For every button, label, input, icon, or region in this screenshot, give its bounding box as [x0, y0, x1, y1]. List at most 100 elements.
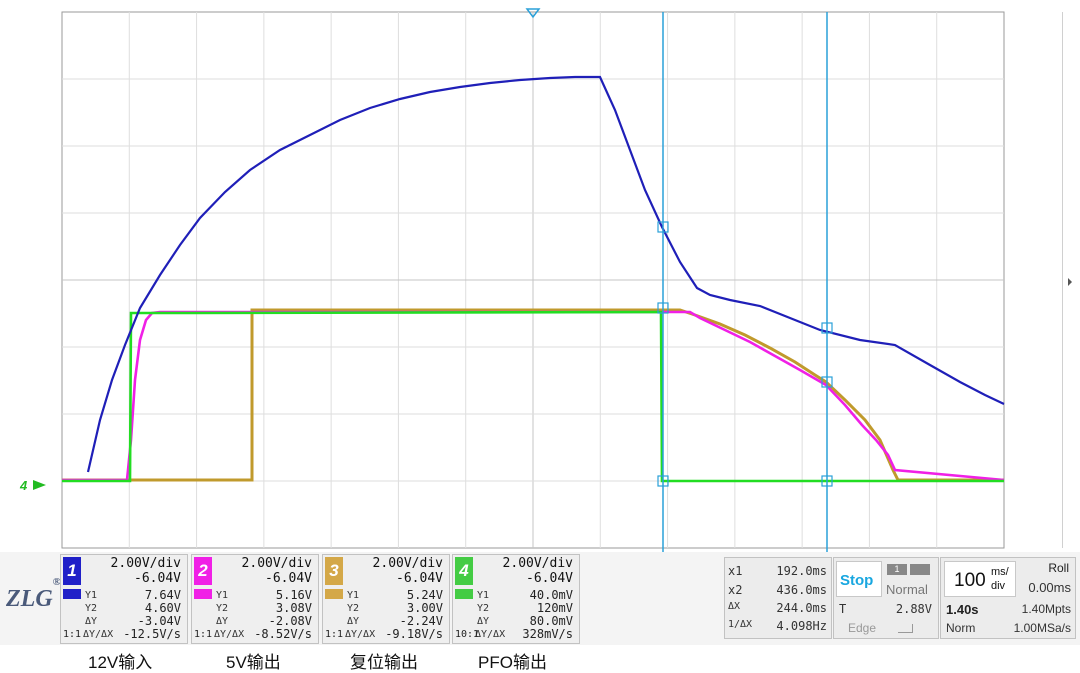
channel-color-swatch [63, 589, 81, 599]
channel-offset[interactable]: -6.04V [134, 571, 181, 586]
timebase-unit-top: ms/ [991, 566, 1009, 578]
slope-value: 328mV/s [522, 627, 573, 641]
dy-label: ΔY [216, 616, 229, 627]
memory-depth: 1.40Mpts [1021, 602, 1071, 616]
trigger-level-label: T [839, 602, 847, 616]
y1-value: 5.16V [275, 588, 312, 602]
waveform-display: 4 [19, 8, 1072, 552]
timebase-unit-bottom: div [991, 580, 1006, 592]
y2-value: 3.08V [275, 601, 312, 615]
timebase-value: 100 [954, 570, 986, 591]
dy-value: -2.24V [399, 614, 443, 628]
trigger-coupling-icon [910, 564, 930, 575]
channel-offset[interactable]: -6.04V [526, 571, 573, 586]
y2-label: Y2 [216, 603, 229, 614]
slope-value: -12.5V/s [123, 627, 181, 641]
probe-ratio[interactable]: 1:1 [194, 629, 213, 640]
trigger-level: 2.88V [895, 602, 932, 616]
channel-number-badge[interactable]: 4 [455, 557, 473, 585]
inv-dx-label: 1/ΔX [728, 619, 753, 630]
acquisition-type: Norm [946, 621, 976, 635]
window-value: 1.40s [946, 602, 979, 617]
probe-ratio[interactable]: 10:1 [455, 629, 480, 640]
trigger-panel[interactable]: Stop 1 Normal T 2.88V Edge [833, 557, 939, 639]
channel-color-swatch [194, 589, 212, 599]
caption-ch2: 5V输出 [226, 653, 281, 672]
timebase-panel[interactable]: 100 ms/ div Roll 0.00ms 1.40s 1.40Mpts N… [940, 557, 1076, 639]
y2-label: Y2 [85, 603, 98, 614]
ground-arrow-icon [33, 480, 46, 490]
edge-icon [898, 624, 913, 633]
y2-label: Y2 [347, 603, 360, 614]
slope-label: ΔY/ΔX [345, 629, 376, 640]
probe-ratio[interactable]: 1:1 [325, 629, 344, 640]
trigger-position-icon[interactable] [525, 8, 541, 19]
volts-per-div[interactable]: 2.00V/div [241, 556, 312, 571]
brand-logo: ZLG® [6, 576, 61, 612]
y1-value: 40.0mV [529, 588, 573, 602]
trigger-mode: Normal [886, 582, 928, 597]
y1-label: Y1 [85, 590, 98, 601]
dx-label: ΔX [728, 601, 741, 612]
channel-3-panel[interactable]: 3 2.00V/div -6.04V Y1 5.24V Y2 3.00V ΔY -2.24V ΔY… [322, 554, 450, 644]
caption-ch4: PFO输出 [478, 653, 547, 672]
ch2-trace [62, 310, 1005, 482]
dy-value: -2.08V [268, 614, 312, 628]
probe-ratio[interactable]: 1:1 [63, 629, 82, 640]
slope-label: ΔY/ΔX [214, 629, 245, 640]
cursor-readout-panel[interactable]: x1 192.0ms x2 436.0ms ΔX 244.0ms 1/ΔX 4.… [724, 557, 832, 639]
y2-value: 120mV [536, 601, 573, 615]
x2-label: x2 [728, 583, 743, 597]
trigger-type: Edge [848, 621, 877, 635]
channel-4-panel[interactable]: 4 2.00V/div -6.04V Y1 40.0mV Y2 120mV ΔY 80.0mV Δ… [452, 554, 580, 644]
caption-ch1: 12V输入 [88, 653, 153, 672]
cursor-markers [657, 221, 833, 487]
y1-label: Y1 [477, 590, 490, 601]
channel-offset[interactable]: -6.04V [265, 571, 312, 586]
scroll-right-icon[interactable] [1068, 278, 1072, 286]
inv-dx-value: 4.098Hz [776, 619, 827, 633]
timebase-button[interactable]: 100 ms/ div [944, 561, 1016, 597]
volts-per-div[interactable]: 2.00V/div [502, 556, 573, 571]
channel-number-badge[interactable]: 3 [325, 557, 343, 585]
delay-value: 0.00ms [1028, 580, 1071, 595]
dx-value: 244.0ms [776, 601, 827, 615]
channel-1-panel[interactable]: 1 2.00V/div -6.04V Y1 7.64V Y2 4.60V ΔY -3.04V ΔY… [60, 554, 188, 644]
acquire-mode: Roll [1048, 561, 1069, 575]
run-stop-button[interactable]: Stop [836, 561, 882, 597]
y2-value: 3.00V [406, 601, 443, 615]
dy-label: ΔY [477, 616, 490, 627]
ch1-trace [86, 75, 1005, 473]
slope-label: ΔY/ΔX [475, 629, 506, 640]
channel-number-badge[interactable]: 2 [194, 557, 212, 585]
y1-value: 7.64V [144, 588, 181, 602]
volts-per-div[interactable]: 2.00V/div [372, 556, 443, 571]
channel-offset[interactable]: -6.04V [396, 571, 443, 586]
ch4-ground-marker[interactable]: 4 [19, 478, 28, 493]
volts-per-div[interactable]: 2.00V/div [110, 556, 181, 571]
x2-value: 436.0ms [776, 583, 827, 597]
graticule [62, 12, 1004, 548]
dy-label: ΔY [85, 616, 98, 627]
y1-label: Y1 [347, 590, 360, 601]
slope-label: ΔY/ΔX [83, 629, 114, 640]
ch3-trace [62, 308, 1004, 482]
ch4-trace [62, 310, 1004, 483]
x1-value: 192.0ms [776, 564, 827, 578]
y2-value: 4.60V [144, 601, 181, 615]
channel-color-swatch [325, 589, 343, 599]
trigger-source-icon: 1 [887, 564, 907, 575]
x1-label: x1 [728, 564, 743, 578]
channel-2-panel[interactable]: 2 2.00V/div -6.04V Y1 5.16V Y2 3.08V ΔY -2.08V ΔY… [191, 554, 319, 644]
y1-label: Y1 [216, 590, 229, 601]
run-stop-label: Stop [840, 572, 874, 589]
dy-value: -3.04V [137, 614, 181, 628]
dy-label: ΔY [347, 616, 360, 627]
y1-value: 5.24V [406, 588, 443, 602]
channel-number-badge[interactable]: 1 [63, 557, 81, 585]
sample-rate: 1.00MSa/s [1013, 621, 1071, 635]
channel-color-swatch [455, 589, 473, 599]
slope-value: -9.18V/s [385, 627, 443, 641]
caption-ch3: 复位输出 [350, 653, 418, 672]
y2-label: Y2 [477, 603, 490, 614]
